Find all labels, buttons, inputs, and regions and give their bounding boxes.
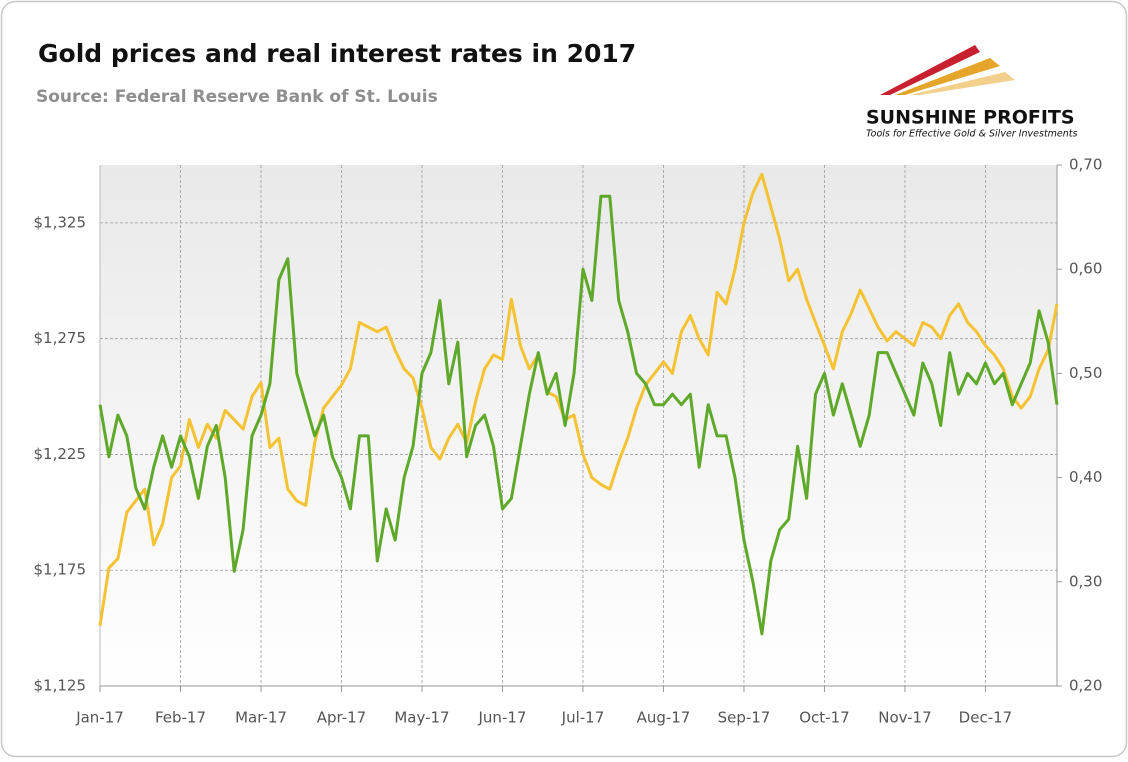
y2-tick-label: 0,70 bbox=[1069, 156, 1102, 174]
series-line bbox=[98, 194, 1059, 636]
y2-tick-label: 0,60 bbox=[1069, 260, 1102, 278]
logo-stripe bbox=[910, 72, 1015, 95]
y2-tick-label: 0,30 bbox=[1069, 572, 1102, 590]
x-tick-label: Feb-17 bbox=[155, 709, 206, 727]
logo-stripe bbox=[895, 58, 1000, 95]
x-tick-label: May-17 bbox=[394, 709, 449, 727]
logo-tagline: Tools for Effective Gold & Silver Invest… bbox=[866, 129, 1078, 140]
x-tick-label: Jul-17 bbox=[561, 709, 605, 727]
y-tick-label: $1,325 bbox=[34, 213, 87, 231]
x-tick-label: Nov-17 bbox=[878, 709, 931, 727]
x-tick-label: Dec-17 bbox=[959, 709, 1013, 727]
y-tick-label: $1,175 bbox=[34, 561, 87, 579]
plot-area bbox=[100, 165, 1057, 686]
logo-name: SUNSHINE PROFITS bbox=[866, 107, 1075, 129]
y2-tick-label: 0,40 bbox=[1069, 468, 1102, 486]
x-tick-label: Mar-17 bbox=[235, 709, 287, 727]
x-tick-label: Jan-17 bbox=[75, 709, 124, 727]
y2-tick-label: 0,20 bbox=[1069, 677, 1102, 695]
logo-stripe bbox=[880, 45, 980, 95]
y2-tick-label: 0,50 bbox=[1069, 364, 1102, 382]
x-tick-label: Apr-17 bbox=[317, 709, 367, 727]
logo: SUNSHINE PROFITS Tools for Effective Gol… bbox=[866, 45, 1078, 140]
x-tick-label: Jun-17 bbox=[478, 709, 527, 727]
x-tick-label: Oct-17 bbox=[799, 709, 849, 727]
y-tick-label: $1,225 bbox=[34, 445, 87, 463]
series-line bbox=[98, 172, 1059, 627]
y-tick-label: $1,125 bbox=[34, 677, 87, 695]
chart-title: Gold prices and real interest rates in 2… bbox=[38, 39, 636, 68]
chart-subtitle: Source: Federal Reserve Bank of St. Loui… bbox=[36, 87, 438, 107]
y-tick-label: $1,275 bbox=[34, 329, 87, 347]
x-tick-label: Sep-17 bbox=[718, 709, 771, 727]
x-tick-label: Aug-17 bbox=[637, 709, 691, 727]
